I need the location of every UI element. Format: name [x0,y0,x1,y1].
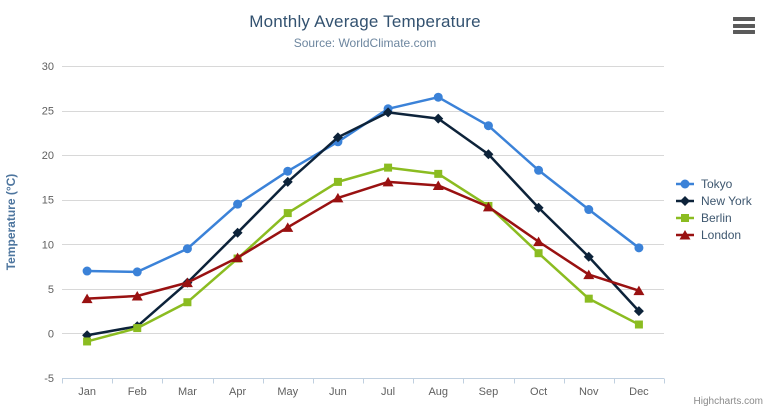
x-axis-label: Dec [629,386,649,398]
y-axis-title: Temperature (°C) [4,173,18,271]
legend: Tokyo New York Berlin London [676,175,752,243]
point-berlin-feb[interactable] [133,324,142,333]
chart-subtitle: Source: WorldClimate.com [293,36,437,50]
x-axis-label: Mar [178,386,197,398]
series-london [81,176,645,304]
point-new-york-sep[interactable] [483,149,494,160]
square-marker-icon [676,213,694,222]
point-berlin-may[interactable] [283,209,292,218]
y-axis-label: 30 [42,61,54,73]
series-tokyo [82,92,644,277]
legend-item-london[interactable]: London [676,226,752,243]
series-line-london [85,180,641,300]
point-london-jun[interactable] [332,192,344,203]
series-line-berlin [85,166,641,343]
legend-item-tokyo[interactable]: Tokyo [676,175,752,192]
point-london-may[interactable] [282,222,294,232]
point-tokyo-nov[interactable] [584,205,594,215]
point-new-york-jul[interactable] [383,107,394,118]
legend-label: Tokyo [701,176,733,191]
point-new-york-jun[interactable] [332,132,343,143]
x-axis-label: Jul [381,386,395,398]
triangle-marker-icon [679,229,691,239]
point-berlin-nov[interactable] [584,294,593,303]
triangle-marker-icon [676,229,694,239]
y-axis-label: 15 [42,195,54,207]
circle-marker-icon [680,179,690,188]
x-axis-label: Jan [78,386,96,398]
series-line-new-york [85,111,641,337]
legend-label: Berlin [701,210,732,225]
point-berlin-jun[interactable] [333,177,342,186]
x-axis-label: May [277,386,298,398]
point-london-mar[interactable] [181,277,193,288]
point-tokyo-mar[interactable] [182,244,192,254]
point-london-feb[interactable] [131,290,143,301]
point-tokyo-sep[interactable] [483,121,493,131]
point-london-dec[interactable] [633,285,645,296]
point-london-aug[interactable] [432,180,444,190]
series-line-tokyo [85,95,641,274]
point-tokyo-dec[interactable] [634,243,644,253]
chart-title: Monthly Average Temperature [249,12,481,31]
point-london-jul[interactable] [382,176,394,187]
x-axis-label: Aug [428,386,448,398]
point-new-york-may[interactable] [282,176,293,187]
point-berlin-aug[interactable] [434,169,443,178]
legend-label: London [701,227,742,242]
point-tokyo-aug[interactable] [433,92,443,102]
square-marker-icon [681,213,689,222]
point-new-york-apr[interactable] [232,227,243,238]
legend-item-new-york[interactable]: New York [676,192,752,209]
point-tokyo-apr[interactable] [233,199,243,209]
x-axis-label: Sep [479,386,499,398]
x-axis-label: Oct [530,386,547,398]
diamond-marker-icon [680,195,690,206]
y-axis-label: 0 [48,328,54,340]
y-axis-label: 25 [42,106,54,118]
hamburger-icon [733,17,755,34]
y-axis-label: -5 [44,373,54,385]
point-london-sep[interactable] [482,201,494,212]
legend-label: New York [701,193,752,208]
point-tokyo-feb[interactable] [132,267,142,277]
point-berlin-jul[interactable] [384,163,393,172]
point-new-york-aug[interactable] [433,113,444,124]
point-berlin-jan[interactable] [83,337,92,346]
x-axis-label: Nov [579,386,599,398]
point-new-york-nov[interactable] [583,251,594,262]
point-london-oct[interactable] [533,236,545,247]
point-london-jan[interactable] [81,293,93,304]
series-new-york [82,107,644,341]
point-new-york-dec[interactable] [633,306,644,317]
legend-item-berlin[interactable]: Berlin [676,209,752,226]
point-berlin-dec[interactable] [634,320,643,329]
point-berlin-mar[interactable] [183,298,192,307]
x-axis-label: Apr [229,386,246,398]
point-berlin-oct[interactable] [534,249,543,258]
credits-link[interactable]: Highcharts.com [693,396,763,407]
point-london-apr[interactable] [232,252,244,263]
x-axis-label: Feb [128,386,147,398]
point-new-york-oct[interactable] [533,202,544,213]
circle-marker-icon [676,179,694,188]
point-tokyo-oct[interactable] [534,165,544,175]
point-tokyo-may[interactable] [283,166,293,176]
y-axis-label: 10 [42,239,54,251]
diamond-marker-icon [676,195,694,206]
x-axis-label: Jun [329,386,347,398]
point-tokyo-jan[interactable] [82,266,92,276]
y-axis-label: 20 [42,150,54,162]
y-axis-label: 5 [48,284,54,296]
point-london-nov[interactable] [583,269,595,280]
export-menu-button[interactable] [732,16,756,36]
